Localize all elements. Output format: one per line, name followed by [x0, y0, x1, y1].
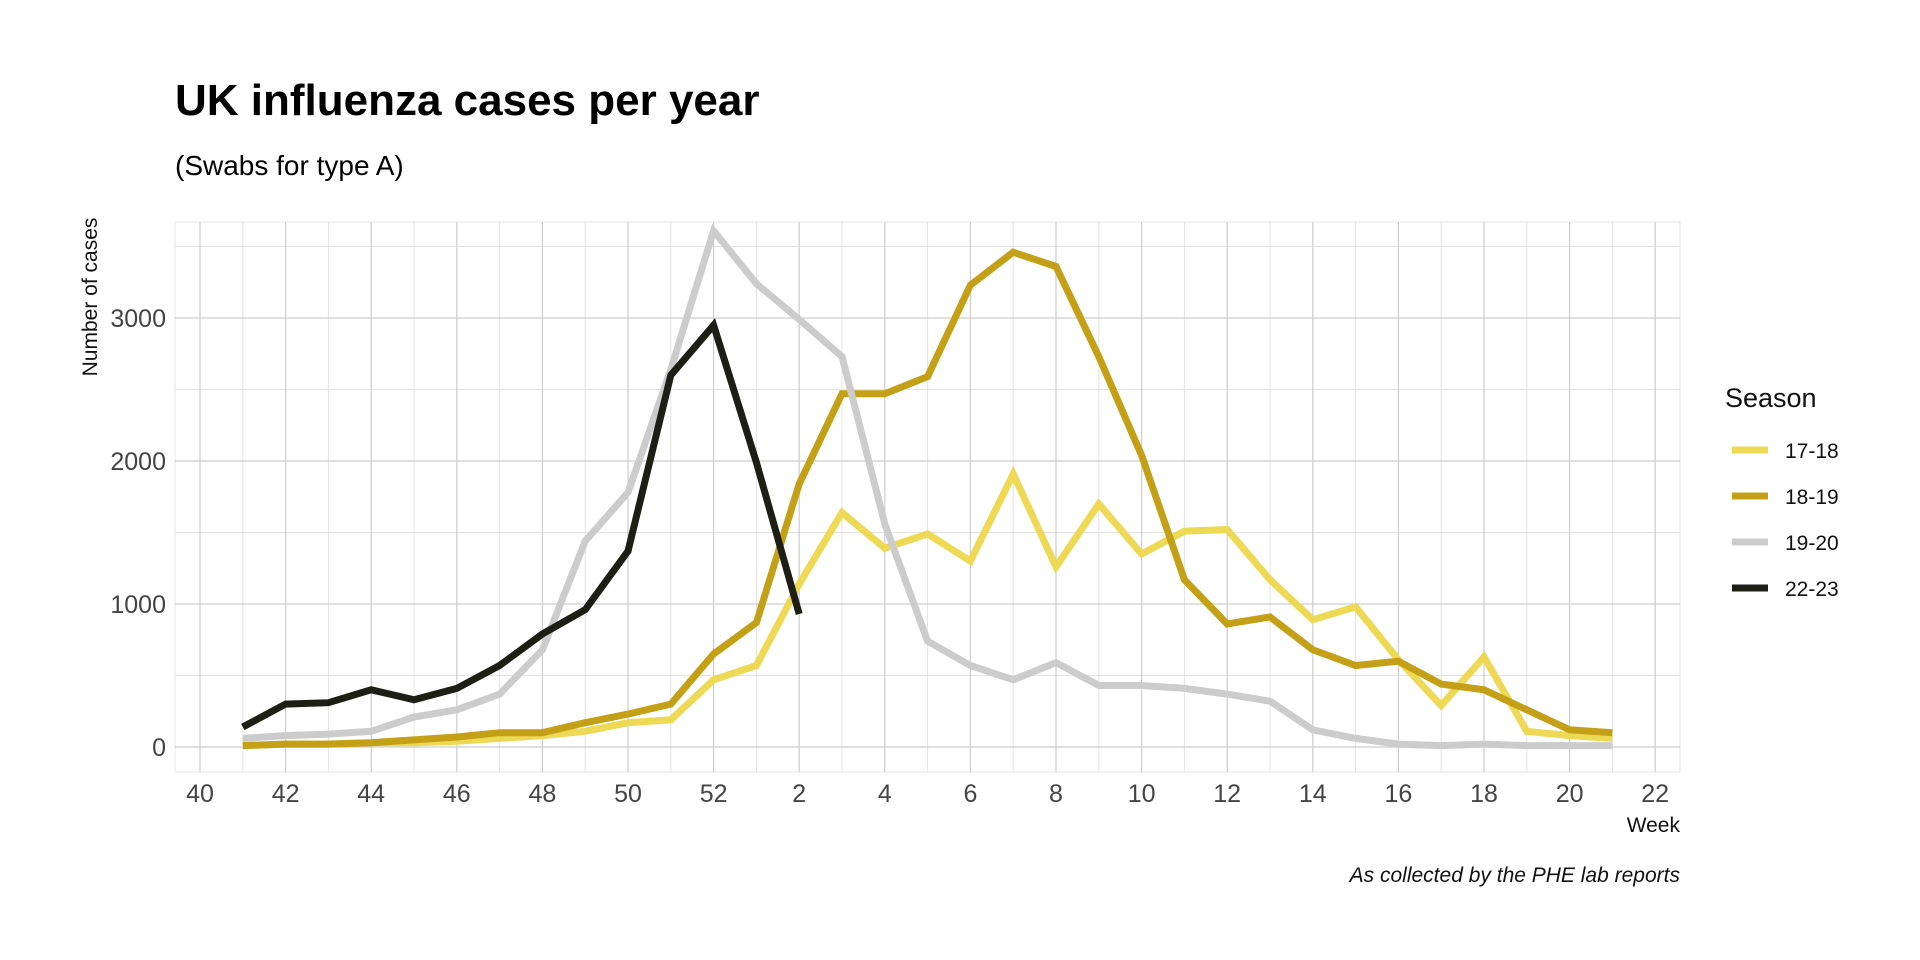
y-tick-label: 2000: [110, 448, 166, 476]
x-tick-label: 2: [792, 780, 806, 808]
y-tick-label: 3000: [110, 305, 166, 333]
x-tick-label: 16: [1384, 780, 1412, 808]
x-tick-label: 14: [1299, 780, 1327, 808]
x-tick-label: 22: [1641, 780, 1669, 808]
chart-subtitle: (Swabs for type A): [175, 150, 404, 181]
x-axis-label: Week: [1627, 814, 1681, 837]
legend-label-19-20: 19-20: [1785, 532, 1839, 555]
series-line-22-23: [241, 318, 803, 731]
legend: Season 17-18 18-19 19-20 22-23: [1725, 383, 1839, 601]
series-lines: [241, 223, 1613, 750]
x-tick-label: 48: [528, 780, 556, 808]
legend-label-17-18: 17-18: [1785, 440, 1839, 463]
series-line-19-20: [242, 223, 1613, 750]
axis-ticks: 40 42 44 46 48 50 52 2 4 6 8 10 12 14 16 18 20 2201000200…: [110, 305, 1669, 808]
x-tick-label: 10: [1128, 780, 1156, 808]
y-axis-label: Number of cases: [79, 218, 102, 377]
x-tick-label: 46: [443, 780, 471, 808]
legend-title: Season: [1725, 383, 1817, 413]
chart-title: UK influenza cases per year: [175, 76, 759, 125]
legend-label-22-23: 22-23: [1785, 578, 1839, 601]
x-tick-label: 52: [700, 780, 728, 808]
x-tick-label: 6: [963, 780, 977, 808]
series-line-17-18: [242, 465, 1613, 750]
x-tick-label: 44: [357, 780, 385, 808]
x-tick-label: 8: [1049, 780, 1063, 808]
x-tick-label: 42: [272, 780, 300, 808]
x-tick-label: 40: [186, 780, 214, 808]
legend-label-18-19: 18-19: [1785, 486, 1839, 509]
y-tick-label: 0: [152, 734, 166, 762]
x-tick-label: 4: [878, 780, 892, 808]
x-tick-label: 50: [614, 780, 642, 808]
x-tick-label: 12: [1213, 780, 1241, 808]
x-tick-label: 20: [1556, 780, 1584, 808]
x-tick-label: 18: [1470, 780, 1498, 808]
series-line-18-19: [242, 248, 1613, 750]
chart-caption: As collected by the PHE lab reports: [1348, 864, 1681, 887]
y-tick-label: 1000: [110, 591, 166, 619]
